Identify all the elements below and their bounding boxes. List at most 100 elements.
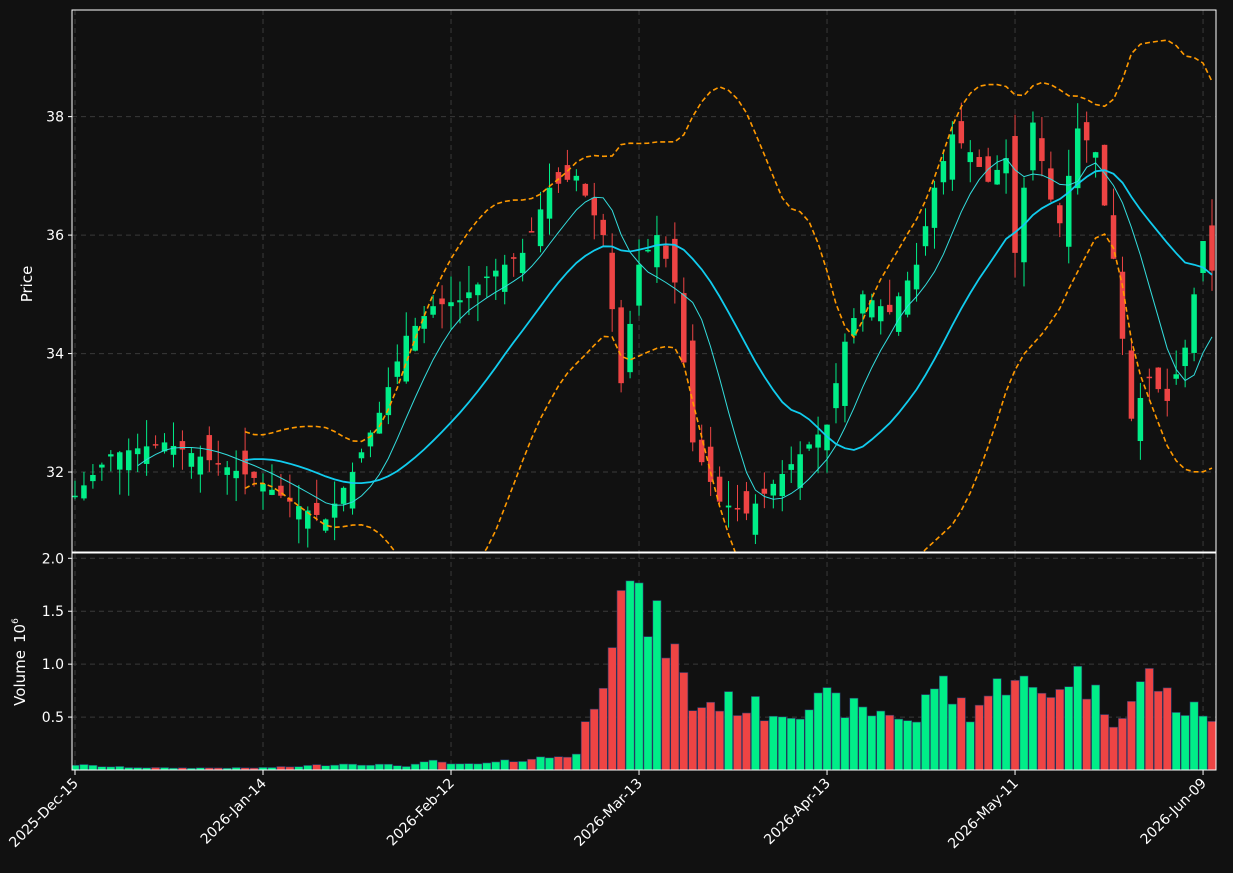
volume-bar xyxy=(348,763,357,770)
candle-body xyxy=(860,294,866,314)
candle-body xyxy=(886,304,893,313)
candle-body xyxy=(627,323,633,373)
candle-body xyxy=(125,450,132,471)
volume-bar xyxy=(921,694,930,770)
candle-body xyxy=(466,292,472,299)
volume-bar xyxy=(1109,726,1118,770)
candle-body xyxy=(752,503,759,535)
candle-body xyxy=(233,470,239,479)
volume-bar xyxy=(213,767,223,770)
candle-body xyxy=(152,444,159,446)
candle-body xyxy=(940,161,947,183)
volume-bar xyxy=(419,761,429,770)
volume-bar xyxy=(571,753,581,770)
candle-body xyxy=(555,172,562,184)
candle-body xyxy=(1173,374,1179,379)
volume-bar xyxy=(339,763,349,770)
volume-bar xyxy=(598,687,608,770)
volume-bar xyxy=(455,763,465,770)
volume-bar xyxy=(482,762,492,770)
date-tick-label: 2025-Dec-15 xyxy=(6,776,81,851)
candle-body xyxy=(1137,397,1144,442)
candle-body xyxy=(1048,168,1054,200)
moving-average-fast-line xyxy=(137,157,1213,506)
volume-bar xyxy=(1064,686,1074,770)
candle-body xyxy=(1164,388,1170,401)
volume-bar xyxy=(366,764,375,770)
candle-body xyxy=(224,467,230,475)
candle-body xyxy=(117,452,123,470)
volume-bar xyxy=(115,766,125,770)
candle-body xyxy=(851,318,857,336)
volume-bar xyxy=(652,600,662,770)
volume-bar xyxy=(1055,689,1065,770)
candle-body xyxy=(949,134,956,180)
volume-bar xyxy=(545,757,554,770)
bollinger-lower-line xyxy=(244,233,1213,552)
candle-body xyxy=(564,165,571,180)
volume-bar xyxy=(178,767,187,770)
candle-body xyxy=(600,219,606,236)
candle-body xyxy=(1110,215,1117,259)
candle-body xyxy=(260,483,266,492)
candle-body xyxy=(994,169,1000,185)
candle-body xyxy=(1030,122,1036,171)
volume-bar xyxy=(1010,680,1020,770)
volume-bar xyxy=(1073,665,1083,770)
volume-bar xyxy=(688,710,698,770)
candle-body xyxy=(806,444,812,449)
volume-bar xyxy=(473,763,483,770)
candle-body xyxy=(1119,271,1126,339)
volume-bar xyxy=(1144,668,1154,770)
candle-body xyxy=(251,471,257,478)
volume-bar xyxy=(983,695,993,770)
volume-bar xyxy=(885,714,895,770)
volume-tick-label: 1.5 xyxy=(42,604,64,620)
volume-bar xyxy=(1171,712,1181,770)
candle-body xyxy=(394,361,401,377)
volume-bar xyxy=(509,761,519,770)
candle-body xyxy=(197,456,204,475)
candle-body xyxy=(278,485,284,496)
price-tick-label: 36 xyxy=(46,228,64,244)
candle-body xyxy=(1074,128,1081,189)
candle-body xyxy=(305,510,311,529)
candle-body xyxy=(1039,138,1045,162)
candle-body xyxy=(403,335,410,382)
volume-bar xyxy=(947,703,957,770)
price-axis-ticks: 32 34 36 38 xyxy=(46,110,72,481)
volume-tick-label: 0.5 xyxy=(42,710,64,726)
candle-body xyxy=(269,489,275,495)
volume-bar xyxy=(374,763,384,770)
volume-panel-frame xyxy=(71,552,1217,771)
volume-bar xyxy=(330,764,340,770)
candle-body xyxy=(672,238,678,283)
volume-tick-label: 2.0 xyxy=(42,551,64,567)
candlesticks xyxy=(72,102,1215,548)
volume-bar xyxy=(777,716,787,770)
volume-bar xyxy=(759,720,769,770)
candle-body xyxy=(448,302,454,307)
candle-body xyxy=(1101,144,1108,206)
candle-body xyxy=(134,448,141,455)
candle-body xyxy=(313,502,320,515)
candle-body xyxy=(376,412,383,434)
candle-body xyxy=(161,442,168,452)
volume-bar xyxy=(1082,698,1092,770)
candle-body xyxy=(734,507,741,510)
volume-axis-label: Volume 106 xyxy=(11,618,29,706)
price-tick-label: 38 xyxy=(46,110,64,126)
volume-bar xyxy=(321,765,331,770)
candle-body xyxy=(1012,136,1018,253)
candle-body xyxy=(636,264,642,306)
candle-body xyxy=(1003,158,1009,174)
volume-bar xyxy=(1135,681,1145,770)
volume-bar xyxy=(312,764,322,770)
volume-exponent-power: 6 xyxy=(11,618,21,624)
candle-body xyxy=(716,476,723,502)
volume-bar xyxy=(88,764,98,770)
volume-bar xyxy=(715,710,725,770)
volume-bar xyxy=(1127,701,1136,770)
candle-body xyxy=(385,387,392,416)
volume-bar xyxy=(724,691,733,770)
